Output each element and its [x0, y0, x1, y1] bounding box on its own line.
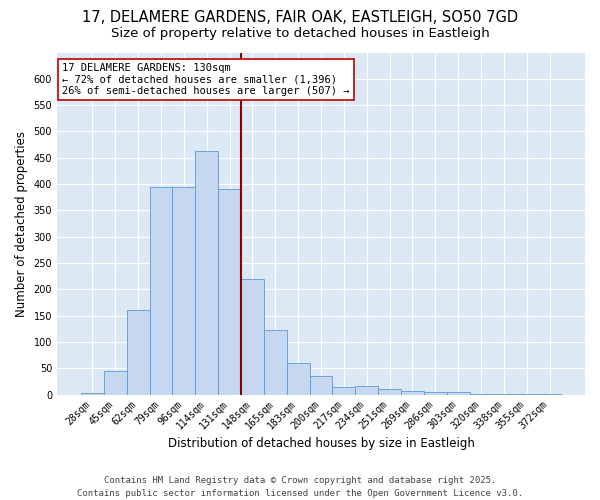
Bar [332, 386, 355, 394]
Bar [401, 391, 424, 394]
Y-axis label: Number of detached properties: Number of detached properties [15, 130, 28, 316]
Text: 17, DELAMERE GARDENS, FAIR OAK, EASTLEIGH, SO50 7GD: 17, DELAMERE GARDENS, FAIR OAK, EASTLEIG… [82, 10, 518, 25]
Bar [81, 393, 104, 394]
Text: 17 DELAMERE GARDENS: 130sqm
← 72% of detached houses are smaller (1,396)
26% of : 17 DELAMERE GARDENS: 130sqm ← 72% of det… [62, 63, 350, 96]
Text: Size of property relative to detached houses in Eastleigh: Size of property relative to detached ho… [110, 28, 490, 40]
Bar [287, 363, 310, 394]
Bar [149, 186, 172, 394]
Bar [127, 310, 149, 394]
Bar [196, 152, 218, 394]
X-axis label: Distribution of detached houses by size in Eastleigh: Distribution of detached houses by size … [167, 437, 475, 450]
Bar [424, 392, 447, 394]
Bar [447, 392, 470, 394]
Bar [241, 279, 264, 394]
Text: Contains HM Land Registry data © Crown copyright and database right 2025.
Contai: Contains HM Land Registry data © Crown c… [77, 476, 523, 498]
Bar [104, 371, 127, 394]
Bar [172, 186, 196, 394]
Bar [218, 190, 241, 394]
Bar [355, 386, 378, 394]
Bar [378, 390, 401, 394]
Bar [264, 330, 287, 394]
Bar [310, 376, 332, 394]
